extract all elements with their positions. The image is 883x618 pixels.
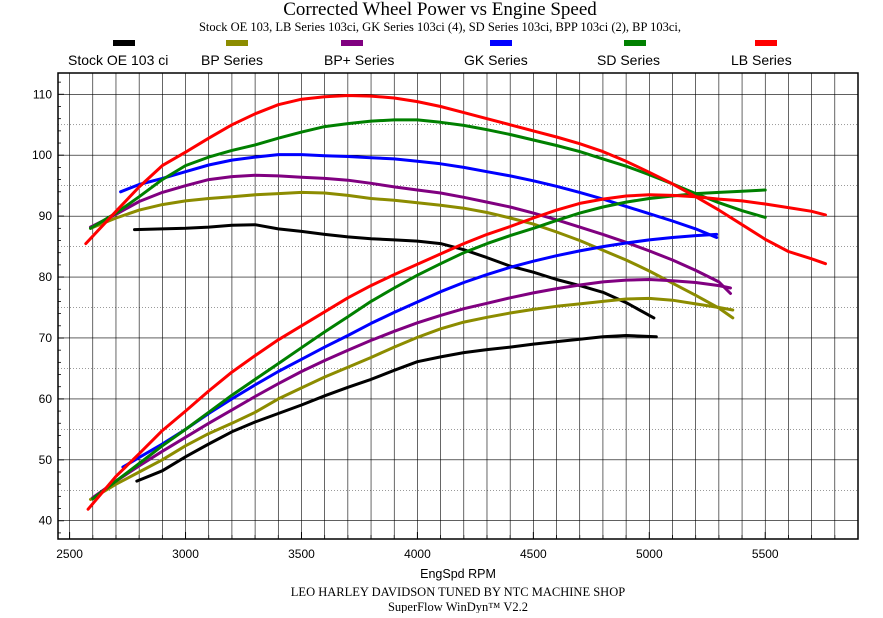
footer-line-1: LEO HARLEY DAVIDSON TUNED BY NTC MACHINE… bbox=[291, 585, 625, 599]
series-line-stock-oe-103-ci-power bbox=[133, 223, 656, 320]
x-tick-label: 3500 bbox=[288, 547, 315, 561]
series-line-bp-series-power bbox=[89, 190, 735, 320]
x-tick-label: 5000 bbox=[636, 547, 663, 561]
y-tick-label: 100 bbox=[32, 148, 52, 162]
series-line-lb-series-torque bbox=[86, 193, 827, 511]
legend-swatch-sd-series bbox=[624, 40, 646, 46]
x-tick-label: 4500 bbox=[520, 547, 547, 561]
series-line-sd-series-torque bbox=[91, 188, 767, 501]
footer-line-2: SuperFlow WinDyn™ V2.2 bbox=[388, 600, 528, 613]
y-tick-label: 90 bbox=[39, 209, 53, 223]
legend-label-gk-series: GK Series bbox=[464, 52, 528, 68]
legend-swatch-bp-series bbox=[341, 40, 363, 46]
legend-label-bp-series: BP Series bbox=[201, 52, 263, 68]
x-axis: 2500 3000 3500 4000 4500 5000 5500 bbox=[56, 532, 836, 561]
chart-title: Corrected Wheel Power vs Engine Speed bbox=[283, 0, 597, 20]
series-line-stock-oe-103-ci-torque bbox=[135, 334, 658, 483]
x-axis-label: EngSpd RPM bbox=[420, 567, 496, 581]
y-tick-label: 110 bbox=[33, 87, 52, 101]
legend: Stock OE 103 ci BP Series BP+ Series GK Ser… bbox=[68, 40, 792, 68]
x-tick-label: 3000 bbox=[172, 547, 199, 561]
x-tick-label: 2500 bbox=[56, 547, 83, 561]
series-line-sd-series-power bbox=[89, 118, 767, 230]
series-line-gk-series-torque bbox=[121, 232, 719, 469]
series-line-bp-series-torque bbox=[91, 278, 732, 500]
legend-swatch-lb-series bbox=[755, 40, 777, 46]
legend-swatch-bp-series bbox=[226, 40, 248, 46]
series-line-bp-series-power bbox=[89, 173, 732, 295]
x-tick-label: 5500 bbox=[752, 547, 779, 561]
legend-label-stock-oe-103-ci: Stock OE 103 ci bbox=[68, 52, 168, 68]
series-line-lb-series-power bbox=[84, 94, 827, 266]
legend-swatch-gk-series bbox=[490, 40, 512, 46]
chart-subtitle: Stock OE 103, LB Series 103ci, GK Series… bbox=[199, 20, 681, 34]
y-tick-label: 70 bbox=[39, 331, 53, 345]
series-lines bbox=[84, 94, 827, 511]
y-tick-label: 60 bbox=[39, 392, 53, 406]
plot-area: 40 50 60 70 80 90 100 110 2500 3000 3500 4000 4500 5… bbox=[32, 72, 859, 561]
legend-label-bp-series: BP+ Series bbox=[324, 52, 394, 68]
legend-swatch-stock-oe-103-ci bbox=[113, 40, 135, 46]
x-tick-label: 4000 bbox=[404, 547, 431, 561]
y-tick-label: 80 bbox=[39, 270, 53, 284]
series-line-bp-series-torque bbox=[89, 296, 735, 501]
y-tick-label: 50 bbox=[39, 453, 53, 467]
legend-label-lb-series: LB Series bbox=[731, 52, 792, 68]
plot-background bbox=[57, 72, 859, 540]
y-tick-label: 40 bbox=[39, 514, 53, 528]
legend-label-sd-series: SD Series bbox=[597, 52, 660, 68]
y-axis: 40 50 60 70 80 90 100 110 bbox=[32, 81, 64, 534]
